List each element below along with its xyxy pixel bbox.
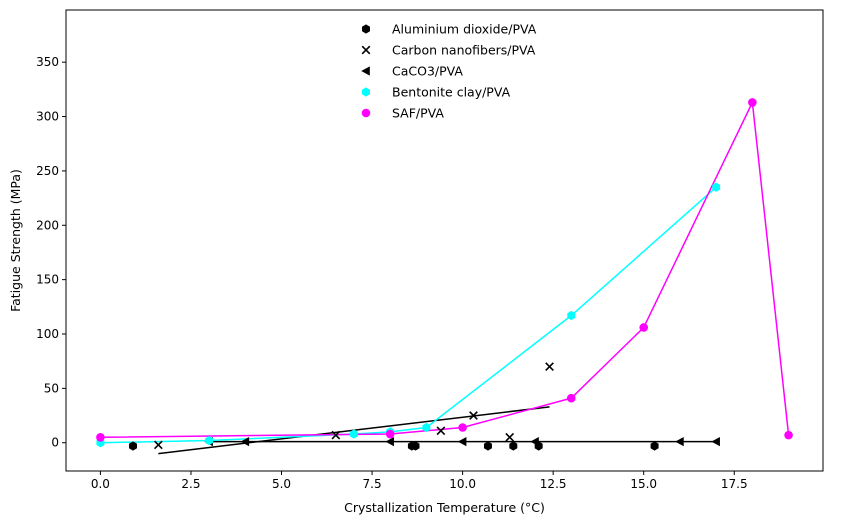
data-point-caco3-pva <box>711 437 720 447</box>
data-point-caco3-pva <box>240 437 250 447</box>
legend: Aluminium dioxide/PVA Carbon nanofibers/P… <box>361 22 537 121</box>
data-point-aluminium-dioxide-pva <box>411 441 420 451</box>
legend-item-caco3-pva: CaCO3/PVA <box>361 64 463 79</box>
x-tick-label: 7.5 <box>363 477 382 491</box>
data-point-aluminium-dioxide-pva <box>129 441 137 451</box>
data-point-aluminium-dioxide-pva <box>483 441 492 451</box>
data-point-bentonite-clay-pva <box>205 435 214 446</box>
data-point-carbon-nanofibers-pva <box>545 362 554 371</box>
x-marker-stroke <box>545 362 554 371</box>
legend-label: Carbon nanofibers/PVA <box>392 43 536 58</box>
legend-label: Bentonite clay/PVA <box>392 85 511 100</box>
data-point-saf-pva <box>385 429 395 439</box>
data-point-aluminium-dioxide-pva <box>650 441 659 451</box>
data-point-bentonite-clay-pva <box>422 422 431 433</box>
x-marker-stroke <box>331 430 341 440</box>
y-tick-label: 50 <box>44 381 59 395</box>
legend-item-aluminium-dioxide-pva: Aluminium dioxide/PVA <box>362 22 537 37</box>
x-tick-label: 12.5 <box>540 477 567 491</box>
data-point-aluminium-dioxide-pva <box>509 441 518 451</box>
data-point-saf-pva <box>566 393 576 403</box>
data-point-bentonite-clay-pva <box>349 429 358 439</box>
data-point-bentonite-clay-pva <box>567 310 576 321</box>
x-marker-stroke <box>361 45 371 55</box>
x-tick-label: 10.0 <box>449 477 476 491</box>
legend-label: CaCO3/PVA <box>392 64 463 79</box>
x-marker-stroke <box>505 432 515 442</box>
data-point-caco3-pva <box>385 437 394 447</box>
series-lines <box>100 99 790 455</box>
y-tick-label: 100 <box>36 327 59 341</box>
x-marker-stroke <box>153 440 163 450</box>
x-axis-ticks: 0.0 2.5 5.0 7.5 10.0 12.5 15.0 17.5 <box>91 471 748 491</box>
data-point-caco3-pva <box>457 437 467 447</box>
y-tick-label: 300 <box>36 110 59 124</box>
y-axis-ticks: 0 50 100 150 200 250 300 350 <box>36 55 66 450</box>
legend-item-carbon-nanofibers-pva: Carbon nanofibers/PVA <box>361 43 536 58</box>
legend-item-saf-pva: SAF/PVA <box>361 106 444 121</box>
x-tick-label: 17.5 <box>721 477 748 491</box>
legend-item-bentonite-clay-pva: Bentonite clay/PVA <box>362 85 511 100</box>
x-marker-stroke <box>436 426 446 436</box>
data-point-saf-pva <box>96 432 105 442</box>
y-tick-label: 250 <box>36 164 59 178</box>
x-tick-label: 15.0 <box>630 477 657 491</box>
x-axis-title: Crystallization Temperature (°C) <box>344 500 545 515</box>
x-tick-label: 5.0 <box>272 477 291 491</box>
data-point-caco3-pva <box>675 437 684 447</box>
data-point-carbon-nanofibers-pva <box>331 430 341 440</box>
legend-marker-saf-pva <box>361 108 371 118</box>
data-point-caco3-pva <box>530 437 539 447</box>
legend-label: SAF/PVA <box>392 106 444 121</box>
legend-marker-carbon-nanofibers-pva <box>361 45 371 55</box>
y-tick-label: 0 <box>51 436 59 450</box>
series-markers <box>96 98 793 451</box>
plot-frame <box>65 9 824 472</box>
legend-label: Aluminium dioxide/PVA <box>392 22 537 37</box>
legend-marker-bentonite-clay-pva <box>362 87 370 97</box>
y-axis-title: Fatigue Strength (MPa) <box>8 169 23 312</box>
data-point-saf-pva <box>639 323 649 332</box>
data-point-carbon-nanofibers-pva <box>505 432 515 442</box>
series-line-saf-pva <box>100 99 790 439</box>
data-point-carbon-nanofibers-pva <box>469 411 478 420</box>
legend-marker-aluminium-dioxide-pva <box>362 24 370 34</box>
data-point-saf-pva <box>748 98 757 107</box>
y-tick-label: 350 <box>36 55 59 69</box>
data-point-carbon-nanofibers-pva <box>153 440 163 450</box>
x-marker-stroke <box>469 411 478 420</box>
legend-marker-caco3-pva <box>361 66 370 76</box>
x-tick-label: 0.0 <box>91 477 110 491</box>
data-point-carbon-nanofibers-pva <box>436 426 446 436</box>
data-point-saf-pva <box>784 430 793 440</box>
x-tick-label: 2.5 <box>181 477 200 491</box>
y-tick-label: 150 <box>36 273 59 287</box>
series-line-bentonite-clay-pva <box>100 186 717 444</box>
y-tick-label: 200 <box>36 218 59 232</box>
data-point-bentonite-clay-pva <box>712 182 721 192</box>
data-point-saf-pva <box>458 423 467 432</box>
